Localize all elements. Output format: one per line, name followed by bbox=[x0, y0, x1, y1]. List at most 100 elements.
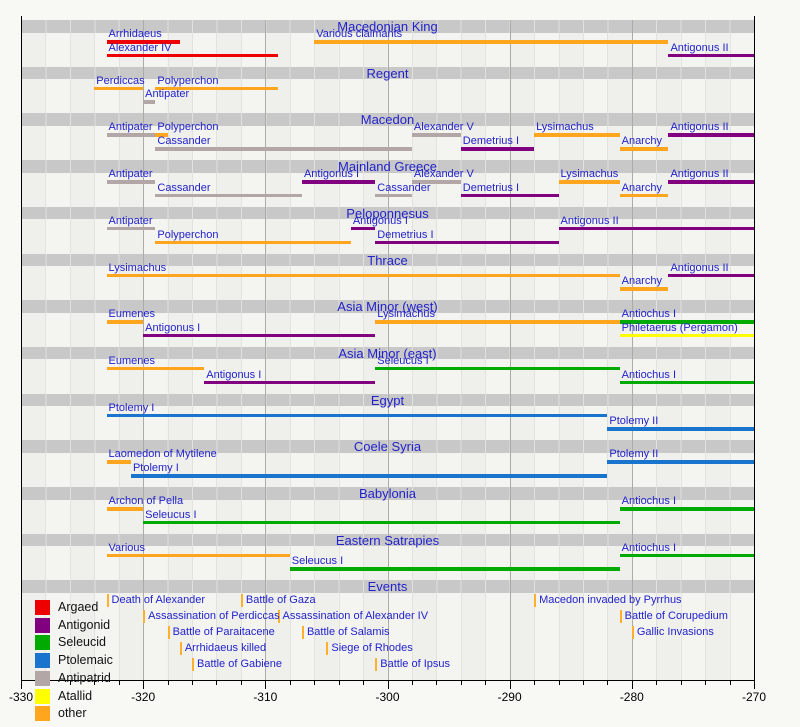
event-tick-assassination-of-perdiccas bbox=[143, 610, 146, 624]
ruler-label-ptolemy-i[interactable]: Ptolemy I bbox=[132, 462, 179, 474]
section-title-macedonian-king[interactable]: Macedonian King bbox=[337, 19, 438, 34]
ruler-label-antigonus-ii[interactable]: Antigonus II bbox=[670, 121, 729, 134]
section-title-peloponnesus[interactable]: Peloponnesus bbox=[346, 205, 429, 221]
ruler-label-seleucus-i[interactable]: Seleucus I bbox=[377, 354, 429, 367]
ruler-label-anarchy[interactable]: Anarchy bbox=[621, 181, 662, 194]
timeline-bar-philetaerus-pergamon bbox=[619, 333, 754, 338]
section-title-regent[interactable]: Regent bbox=[366, 65, 409, 81]
section-title-events[interactable]: Events bbox=[367, 579, 408, 595]
event-label-assassination-of-alexander-iv[interactable]: Assassination of Alexander IV bbox=[282, 610, 429, 623]
ruler-label-antigonus-i[interactable]: Antigonus I bbox=[303, 168, 360, 181]
event-label-death-of-alexander[interactable]: Death of Alexander bbox=[111, 594, 206, 607]
ruler-label-demetrius-i[interactable]: Demetrius I bbox=[377, 228, 434, 241]
ruler-label-antigonus-ii[interactable]: Antigonus II bbox=[670, 168, 729, 181]
ruler-label-cassander[interactable]: Cassander bbox=[157, 135, 211, 148]
axis-tick bbox=[289, 680, 291, 685]
ruler-label-lysimachus[interactable]: Lysimachus bbox=[377, 308, 435, 321]
ruler-label-antigonus-ii[interactable]: Antigonus II bbox=[560, 214, 619, 227]
event-label-battle-of-gaza[interactable]: Battle of Gaza bbox=[245, 594, 316, 607]
ruler-label-anarchy[interactable]: Anarchy bbox=[621, 275, 662, 288]
ruler-label-alexander-v[interactable]: Alexander V bbox=[413, 121, 474, 134]
ruler-label-antipater[interactable]: Antipater bbox=[108, 121, 153, 134]
event-tick-assassination-of-alexander-iv bbox=[277, 610, 280, 624]
gridline-decade bbox=[754, 20, 755, 680]
ruler-label-various-claimants[interactable]: Various claimants bbox=[316, 28, 403, 40]
ruler-label-antipater[interactable]: Antipater bbox=[108, 168, 153, 181]
ruler-label-archon-of-pella[interactable]: Archon of Pella bbox=[108, 495, 184, 507]
ruler-label-cassander[interactable]: Cassander bbox=[377, 181, 431, 194]
event-label-gallic-invasions[interactable]: Gallic Invasions bbox=[636, 626, 714, 639]
section-title-asia-minor-west[interactable]: Asia Minor (west) bbox=[337, 299, 438, 315]
section-title-eastern-satrapies[interactable]: Eastern Satrapies bbox=[335, 532, 440, 548]
section-title-macedon[interactable]: Macedon bbox=[360, 112, 415, 128]
ruler-label-antigonus-i[interactable]: Antigonus I bbox=[206, 368, 262, 381]
ruler-label-ptolemy-ii[interactable]: Ptolemy II bbox=[609, 415, 659, 428]
ruler-label-ptolemy-ii[interactable]: Ptolemy II bbox=[609, 448, 659, 461]
event-label-battle-of-ipsus[interactable]: Battle of Ipsus bbox=[380, 658, 450, 671]
section-title-thrace[interactable]: Thrace bbox=[367, 252, 408, 268]
ruler-label-lysimachus[interactable]: Lysimachus bbox=[560, 168, 619, 181]
ruler-label-polyperchon[interactable]: Polyperchon bbox=[157, 228, 219, 241]
ruler-label-antiochus-i[interactable]: Antiochus I bbox=[621, 308, 677, 321]
ruler-label-demetrius-i[interactable]: Demetrius I bbox=[462, 181, 520, 194]
ruler-label-cassander[interactable]: Cassander bbox=[157, 181, 211, 194]
event-label-siege-of-rhodes[interactable]: Siege of Rhodes bbox=[331, 642, 413, 655]
ruler-label-eumenes[interactable]: Eumenes bbox=[108, 354, 155, 367]
section-title-asia-minor-east[interactable]: Asia Minor (east) bbox=[338, 345, 437, 361]
timeline-bar-demetrius-i bbox=[375, 240, 559, 244]
ruler-label-polyperchon[interactable]: Polyperchon bbox=[157, 121, 219, 134]
event-label-battle-of-salamis[interactable]: Battle of Salamis bbox=[306, 626, 390, 639]
timeline-bar-polyperchon bbox=[155, 240, 351, 244]
ruler-label-seleucus-i[interactable]: Seleucus I bbox=[291, 555, 344, 568]
ruler-label-antiochus-i[interactable]: Antiochus I bbox=[621, 495, 677, 507]
ruler-label-laomedon-of-mytilene[interactable]: Laomedon of Mytilene bbox=[108, 448, 217, 461]
ruler-label-eumenes[interactable]: Eumenes bbox=[108, 308, 155, 321]
legend-label-ptolemaic: Ptolemaic bbox=[58, 653, 113, 668]
timeline-bar-alexander-v bbox=[411, 180, 461, 184]
ruler-label-anarchy[interactable]: Anarchy bbox=[621, 135, 662, 148]
section-title-egypt[interactable]: Egypt bbox=[370, 392, 405, 408]
ruler-label-antigonus-ii[interactable]: Antigonus II bbox=[670, 41, 729, 54]
event-label-battle-of-gabiene[interactable]: Battle of Gabiene bbox=[197, 658, 283, 671]
event-tick-battle-of-paraitacene bbox=[167, 626, 170, 640]
ruler-label-demetrius-i[interactable]: Demetrius I bbox=[462, 135, 520, 148]
ruler-label-antigonus-ii[interactable]: Antigonus II bbox=[670, 261, 729, 274]
ruler-label-seleucus-i[interactable]: Seleucus I bbox=[145, 508, 197, 521]
ruler-label-ptolemy-i[interactable]: Ptolemy I bbox=[108, 401, 155, 414]
ruler-label-various[interactable]: Various bbox=[108, 541, 145, 554]
section-title-coele-syria[interactable]: Coele Syria bbox=[353, 439, 422, 455]
ruler-label-alexander-v[interactable]: Alexander V bbox=[413, 168, 474, 181]
ruler-label-alexander-iv[interactable]: Alexander IV bbox=[108, 41, 172, 54]
event-tick-death-of-alexander bbox=[106, 594, 109, 608]
ruler-label-philetaerus-pergamon[interactable]: Philetaerus (Pergamon) bbox=[621, 321, 738, 334]
axis-tick bbox=[460, 680, 462, 685]
ruler-label-lysimachus[interactable]: Lysimachus bbox=[536, 121, 594, 134]
ruler-label-antipater[interactable]: Antipater bbox=[145, 88, 190, 101]
event-label-battle-of-corupedium[interactable]: Battle of Corupedium bbox=[624, 610, 728, 623]
event-label-macedon-invaded-by-pyrrhus[interactable]: Macedon invaded by Pyrrhus bbox=[539, 594, 682, 607]
ruler-label-antiochus-i[interactable]: Antiochus I bbox=[621, 541, 677, 554]
axis-tick-label: -320 bbox=[131, 690, 156, 704]
ruler-label-antigonus-i[interactable]: Antigonus I bbox=[352, 214, 408, 227]
ruler-label-polyperchon[interactable]: Polyperchon bbox=[157, 74, 219, 87]
event-label-assassination-of-perdiccas[interactable]: Assassination of Perdiccas bbox=[148, 610, 280, 623]
gridline-decade bbox=[143, 20, 145, 680]
event-label-battle-of-paraitacene[interactable]: Battle of Paraitacene bbox=[172, 626, 275, 639]
event-tick-gallic-invasions bbox=[631, 626, 634, 640]
axis-tick bbox=[363, 680, 365, 685]
event-label-arrhidaeus-killed[interactable]: Arrhidaeus killed bbox=[184, 642, 267, 655]
timeline-bar-seleucus-i bbox=[375, 366, 620, 371]
timeline-bar-perdiccas bbox=[94, 86, 144, 91]
ruler-label-lysimachus[interactable]: Lysimachus bbox=[108, 261, 167, 274]
ruler-label-perdiccas[interactable]: Perdiccas bbox=[96, 74, 145, 87]
section-title-mainland-greece[interactable]: Mainland Greece bbox=[338, 159, 437, 175]
gridline-decade bbox=[631, 20, 633, 680]
ruler-label-antiochus-i[interactable]: Antiochus I bbox=[621, 368, 677, 381]
legend-swatch-seleucid bbox=[35, 635, 50, 651]
ruler-label-arrhidaeus[interactable]: Arrhidaeus bbox=[108, 28, 162, 40]
ruler-label-antipater[interactable]: Antipater bbox=[108, 214, 153, 227]
axis-tick bbox=[338, 680, 340, 685]
section-title-babylonia[interactable]: Babylonia bbox=[358, 486, 417, 501]
timeline-bar-antiochus-i bbox=[619, 320, 754, 324]
ruler-label-antigonus-i[interactable]: Antigonus I bbox=[145, 321, 201, 334]
